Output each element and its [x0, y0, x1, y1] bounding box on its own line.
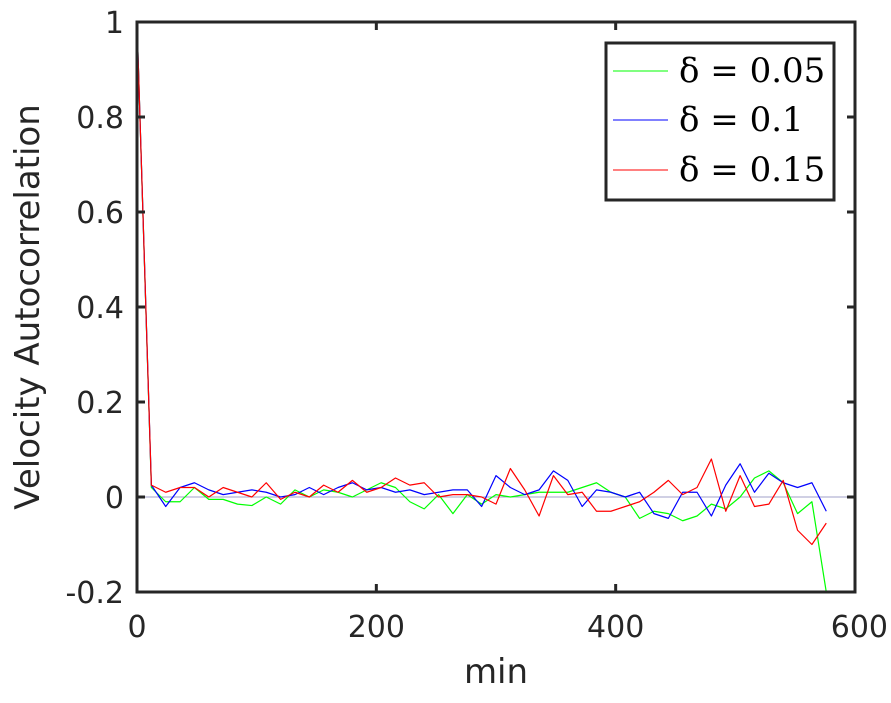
series-layer [136, 21, 827, 593]
tick-label-layer: 0 200 400 600-0.200.20.40.60.81 [65, 6, 888, 645]
series-line-3 [136, 21, 827, 546]
y-tick-label: 0 [105, 481, 124, 516]
y-tick-label: -0.2 [65, 576, 124, 611]
series-line-2 [136, 21, 827, 519]
y-tick-label: 0.4 [76, 291, 124, 326]
y-tick-label: 0.2 [76, 386, 124, 421]
x-tick-label: 400 [587, 610, 644, 645]
legend-label-series-3: δ = 0.15 [679, 150, 825, 190]
legend-label-series-1: δ = 0.05 [679, 51, 825, 91]
legend-box [604, 41, 836, 202]
legend: δ = 0.05 δ = 0.1 δ = 0.15 [604, 41, 836, 202]
y-tick-label: 0.8 [76, 101, 124, 136]
plot-frame [135, 20, 857, 594]
y-tick-label: 1 [105, 6, 124, 41]
x-tick-label: 0 [127, 610, 146, 645]
x-tick-label: 200 [348, 610, 405, 645]
y-axis-title: Velocity Autocorrelation [8, 104, 48, 510]
x-axis-title: min [464, 652, 528, 692]
legend-label-series-2: δ = 0.1 [679, 100, 804, 140]
series-line-1 [136, 21, 827, 593]
y-tick-label: 0.6 [76, 196, 124, 231]
x-tick-label: 600 [831, 610, 888, 645]
